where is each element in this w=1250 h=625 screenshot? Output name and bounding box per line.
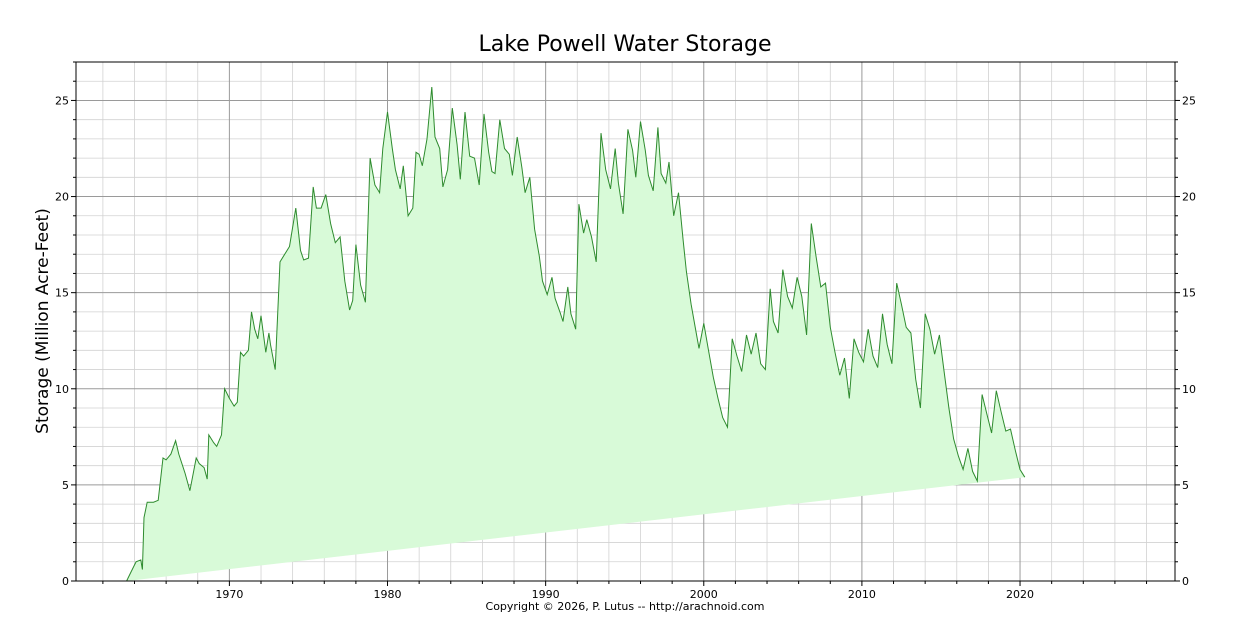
y-tick-label-left: 10 [55, 383, 69, 396]
y-tick-label-left: 0 [62, 575, 69, 588]
x-tick-label: 2020 [1006, 588, 1034, 601]
y-tick-label-right: 5 [1182, 479, 1189, 492]
copyright-footer: Copyright © 2026, P. Lutus -- http://ara… [486, 600, 765, 613]
y-tick-label-right: 0 [1182, 575, 1189, 588]
y-tick-label-left: 15 [55, 287, 69, 300]
y-tick-label-right: 20 [1182, 191, 1196, 204]
y-axis-right: 0 5 10 15 20 25 [1175, 61, 1196, 588]
y-axis-label: Storage (Million Acre-Feet) [33, 208, 53, 434]
plot-frame [75, 61, 1176, 582]
x-axis: 1970 1980 1990 2000 2010 2020 [102, 581, 1148, 601]
storage-series-line [126, 86, 1026, 582]
chart-title: Lake Powell Water Storage [478, 32, 771, 57]
x-tick-label: 1990 [532, 588, 560, 601]
storage-area-fill [126, 87, 1025, 581]
x-tick-label: 1970 [215, 588, 243, 601]
y-tick-label-right: 25 [1182, 94, 1196, 107]
y-tick-label-left: 25 [55, 94, 69, 107]
y-tick-label-right: 15 [1182, 287, 1196, 300]
y-axis-left: 0 5 10 15 20 25 [55, 61, 76, 588]
y-tick-label-left: 20 [55, 191, 69, 204]
x-tick-label: 2000 [690, 588, 718, 601]
y-tick-label-right: 10 [1182, 383, 1196, 396]
x-tick-label: 2010 [848, 588, 876, 601]
y-tick-label-left: 5 [62, 479, 69, 492]
x-tick-label: 1980 [374, 588, 402, 601]
